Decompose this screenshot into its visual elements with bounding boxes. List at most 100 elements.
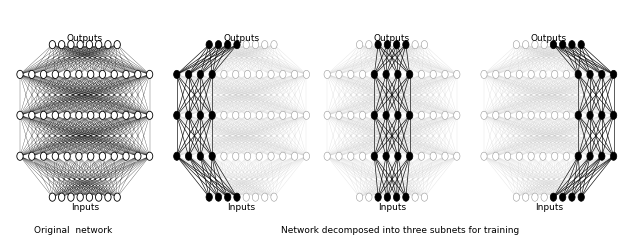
Circle shape (552, 70, 558, 78)
Circle shape (209, 111, 215, 120)
Circle shape (114, 193, 120, 201)
Circle shape (336, 70, 342, 78)
Circle shape (563, 111, 570, 120)
Circle shape (454, 152, 460, 160)
Circle shape (291, 70, 298, 78)
Circle shape (419, 70, 424, 78)
Circle shape (504, 70, 511, 78)
Circle shape (406, 152, 413, 160)
Circle shape (280, 70, 286, 78)
Circle shape (268, 70, 274, 78)
Circle shape (303, 70, 310, 78)
Circle shape (88, 152, 94, 160)
Circle shape (221, 152, 227, 160)
Circle shape (348, 152, 354, 160)
Circle shape (575, 70, 581, 78)
Circle shape (516, 70, 522, 78)
Circle shape (611, 70, 617, 78)
Circle shape (541, 193, 547, 201)
Circle shape (541, 40, 547, 49)
Text: Inputs: Inputs (71, 203, 99, 212)
Text: Outputs: Outputs (531, 34, 567, 43)
Circle shape (111, 152, 117, 160)
Circle shape (454, 111, 460, 120)
Circle shape (206, 40, 212, 49)
Circle shape (88, 70, 94, 78)
Circle shape (252, 40, 259, 49)
Circle shape (336, 111, 342, 120)
Circle shape (360, 152, 365, 160)
Circle shape (493, 70, 499, 78)
Circle shape (244, 111, 251, 120)
Circle shape (134, 70, 141, 78)
Text: Outputs: Outputs (67, 34, 103, 43)
Circle shape (403, 40, 409, 49)
Circle shape (430, 70, 436, 78)
Circle shape (324, 111, 330, 120)
Circle shape (578, 193, 584, 201)
Circle shape (356, 40, 363, 49)
Circle shape (234, 193, 240, 201)
Circle shape (383, 111, 389, 120)
Circle shape (419, 152, 424, 160)
Circle shape (234, 40, 240, 49)
Circle shape (58, 193, 65, 201)
Text: Inputs: Inputs (228, 203, 255, 212)
Circle shape (280, 111, 286, 120)
Circle shape (105, 40, 111, 49)
Circle shape (371, 152, 378, 160)
Circle shape (17, 70, 23, 78)
Circle shape (123, 111, 129, 120)
Circle shape (52, 70, 58, 78)
Circle shape (528, 111, 534, 120)
Circle shape (587, 152, 593, 160)
Circle shape (68, 40, 74, 49)
Circle shape (454, 70, 460, 78)
Circle shape (256, 111, 262, 120)
Circle shape (197, 111, 204, 120)
Circle shape (442, 111, 448, 120)
Text: Network decomposed into three subnets for training: Network decomposed into three subnets fo… (281, 226, 519, 235)
Circle shape (252, 193, 259, 201)
Circle shape (575, 111, 581, 120)
Circle shape (86, 193, 93, 201)
Circle shape (540, 111, 546, 120)
Circle shape (206, 193, 212, 201)
Circle shape (123, 152, 129, 160)
Circle shape (394, 40, 400, 49)
Text: Inputs: Inputs (378, 203, 406, 212)
Circle shape (197, 152, 204, 160)
Circle shape (29, 70, 35, 78)
Circle shape (324, 70, 330, 78)
Circle shape (406, 111, 413, 120)
Circle shape (114, 40, 120, 49)
Circle shape (336, 152, 342, 160)
Circle shape (243, 193, 250, 201)
Circle shape (29, 111, 35, 120)
Circle shape (95, 193, 102, 201)
Circle shape (40, 70, 47, 78)
Circle shape (58, 40, 65, 49)
Circle shape (540, 152, 546, 160)
Circle shape (88, 111, 94, 120)
Circle shape (504, 152, 511, 160)
Circle shape (271, 193, 277, 201)
Circle shape (111, 70, 117, 78)
Circle shape (95, 40, 102, 49)
Circle shape (215, 40, 221, 49)
Circle shape (528, 70, 534, 78)
Circle shape (232, 152, 239, 160)
Circle shape (291, 111, 298, 120)
Circle shape (40, 152, 47, 160)
Circle shape (221, 70, 227, 78)
Circle shape (17, 152, 23, 160)
Circle shape (49, 40, 56, 49)
Circle shape (522, 40, 529, 49)
Circle shape (365, 40, 372, 49)
Circle shape (256, 70, 262, 78)
Circle shape (147, 152, 153, 160)
Circle shape (197, 70, 204, 78)
Circle shape (481, 152, 487, 160)
Circle shape (516, 111, 522, 120)
Circle shape (134, 111, 141, 120)
